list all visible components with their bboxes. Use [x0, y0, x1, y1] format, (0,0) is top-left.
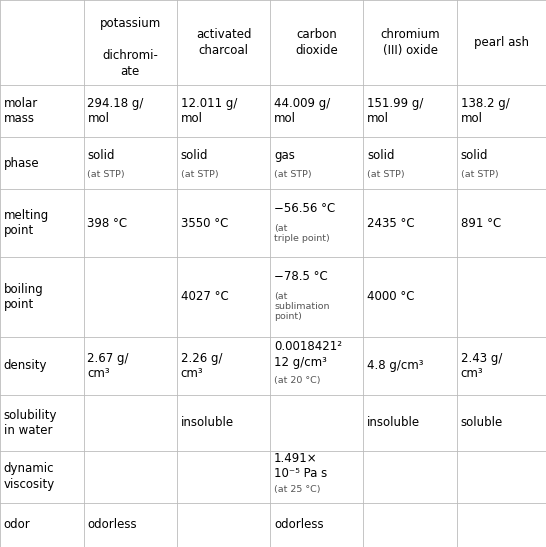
Text: (at 25 °C): (at 25 °C) [274, 485, 321, 494]
Text: odorless: odorless [274, 519, 324, 531]
Text: 398 °C: 398 °C [87, 217, 128, 230]
Text: solubility
in water: solubility in water [4, 409, 57, 437]
Text: melting
point: melting point [4, 209, 49, 237]
Text: solid: solid [460, 149, 488, 162]
Text: −56.56 °C: −56.56 °C [274, 202, 335, 215]
Text: carbon
dioxide: carbon dioxide [295, 28, 338, 57]
Text: (at STP): (at STP) [460, 170, 498, 179]
Text: 294.18 g/
mol: 294.18 g/ mol [87, 97, 144, 125]
Text: dynamic
viscosity: dynamic viscosity [4, 462, 55, 491]
Text: 2.67 g/
cm³: 2.67 g/ cm³ [87, 352, 129, 380]
Text: 4.8 g/cm³: 4.8 g/cm³ [367, 359, 424, 373]
Text: density: density [4, 359, 48, 373]
Text: 1.491×
10⁻⁵ Pa s: 1.491× 10⁻⁵ Pa s [274, 452, 327, 480]
Text: (at 20 °C): (at 20 °C) [274, 376, 321, 385]
Text: 44.009 g/
mol: 44.009 g/ mol [274, 97, 330, 125]
Text: 12.011 g/
mol: 12.011 g/ mol [181, 97, 237, 125]
Text: 2.26 g/
cm³: 2.26 g/ cm³ [181, 352, 222, 380]
Text: 2.43 g/
cm³: 2.43 g/ cm³ [460, 352, 502, 380]
Text: 151.99 g/
mol: 151.99 g/ mol [367, 97, 424, 125]
Text: dichromi-
ate: dichromi- ate [102, 49, 158, 78]
Text: (at
sublimation
point): (at sublimation point) [274, 292, 329, 321]
Text: −78.5 °C: −78.5 °C [274, 270, 328, 283]
Text: activated
charcoal: activated charcoal [196, 28, 251, 57]
Text: 3550 °C: 3550 °C [181, 217, 228, 230]
Text: 2435 °C: 2435 °C [367, 217, 415, 230]
Text: 0.0018421²
12 g/cm³: 0.0018421² 12 g/cm³ [274, 340, 342, 369]
Text: 891 °C: 891 °C [460, 217, 501, 230]
Text: phase: phase [4, 156, 39, 170]
Text: (at STP): (at STP) [367, 170, 405, 179]
Text: odor: odor [4, 519, 31, 531]
Text: (at STP): (at STP) [274, 170, 312, 179]
Text: 138.2 g/
mol: 138.2 g/ mol [460, 97, 509, 125]
Text: potassium: potassium [100, 18, 161, 30]
Text: pearl ash: pearl ash [474, 36, 529, 49]
Text: molar
mass: molar mass [4, 97, 38, 125]
Text: (at
triple point): (at triple point) [274, 224, 330, 243]
Text: boiling
point: boiling point [4, 283, 44, 311]
Text: insoluble: insoluble [181, 416, 234, 429]
Text: soluble: soluble [460, 416, 503, 429]
Text: 4000 °C: 4000 °C [367, 290, 415, 304]
Text: (at STP): (at STP) [181, 170, 218, 179]
Text: solid: solid [367, 149, 395, 162]
Text: insoluble: insoluble [367, 416, 420, 429]
Text: chromium
(III) oxide: chromium (III) oxide [380, 28, 440, 57]
Text: gas: gas [274, 149, 295, 162]
Text: solid: solid [87, 149, 115, 162]
Text: solid: solid [181, 149, 208, 162]
Text: (at STP): (at STP) [87, 170, 125, 179]
Text: 4027 °C: 4027 °C [181, 290, 228, 304]
Text: odorless: odorless [87, 519, 137, 531]
